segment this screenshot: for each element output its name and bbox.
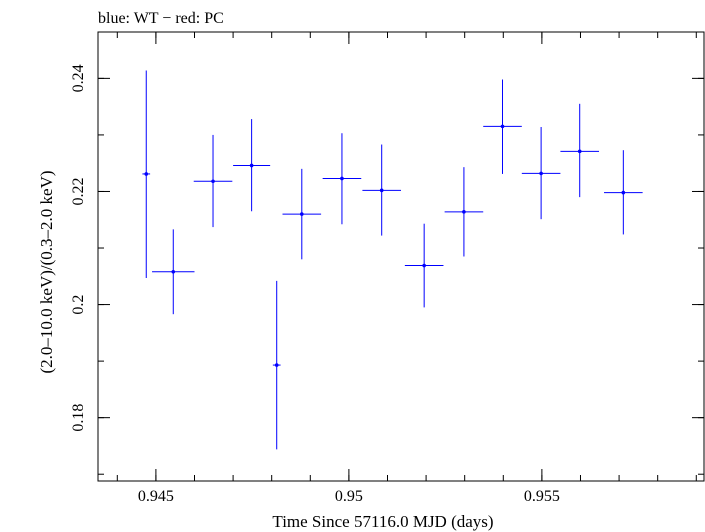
- axis-ticks: [98, 32, 704, 481]
- x-tick-label: 0.945: [138, 488, 174, 505]
- data-point: [282, 168, 322, 260]
- point-marker: [144, 172, 149, 176]
- data-point: [233, 119, 271, 212]
- y-tick-label: 0.24: [70, 64, 87, 92]
- point-marker: [539, 171, 543, 176]
- y-tick-label: 0.18: [70, 404, 87, 432]
- plot-frame: [97, 31, 705, 482]
- data-point: [521, 127, 561, 220]
- y-axis-label: (2.0–10.0 keV)/(0.3–2.0 keV): [37, 170, 56, 373]
- x-tick-label: 0.95: [335, 488, 363, 505]
- data-point: [604, 150, 643, 235]
- point-marker: [379, 188, 384, 193]
- data-point: [193, 134, 233, 228]
- data-point: [560, 103, 600, 198]
- point-marker: [274, 363, 279, 367]
- data-point: [152, 229, 195, 315]
- data-point: [272, 280, 281, 450]
- x-axis-label: Time Since 57116.0 MJD (days): [272, 512, 493, 531]
- point-marker: [621, 190, 626, 195]
- point-marker: [249, 163, 254, 168]
- y-tick-label: 0.2: [70, 295, 87, 315]
- point-marker: [422, 263, 426, 268]
- point-marker: [340, 176, 344, 181]
- y-tick-label: 0.22: [70, 177, 87, 205]
- data-point: [404, 223, 444, 308]
- data-point: [483, 79, 522, 174]
- data-series-wt: [142, 70, 643, 450]
- chart-title: blue: WT − red: PC: [98, 10, 224, 27]
- axis-tick-labels: 0.945 0.95 0.955 0.18 0.2 0.22 0.24: [70, 64, 560, 505]
- data-point: [444, 167, 484, 257]
- x-tick-label: 0.955: [524, 488, 560, 505]
- data-point: [142, 70, 151, 278]
- point-marker: [171, 269, 176, 274]
- point-marker: [577, 149, 582, 154]
- point-marker: [211, 179, 215, 184]
- point-marker: [300, 212, 304, 216]
- point-marker: [462, 210, 466, 214]
- point-marker: [500, 124, 505, 129]
- data-point: [362, 144, 401, 236]
- data-point: [322, 133, 362, 225]
